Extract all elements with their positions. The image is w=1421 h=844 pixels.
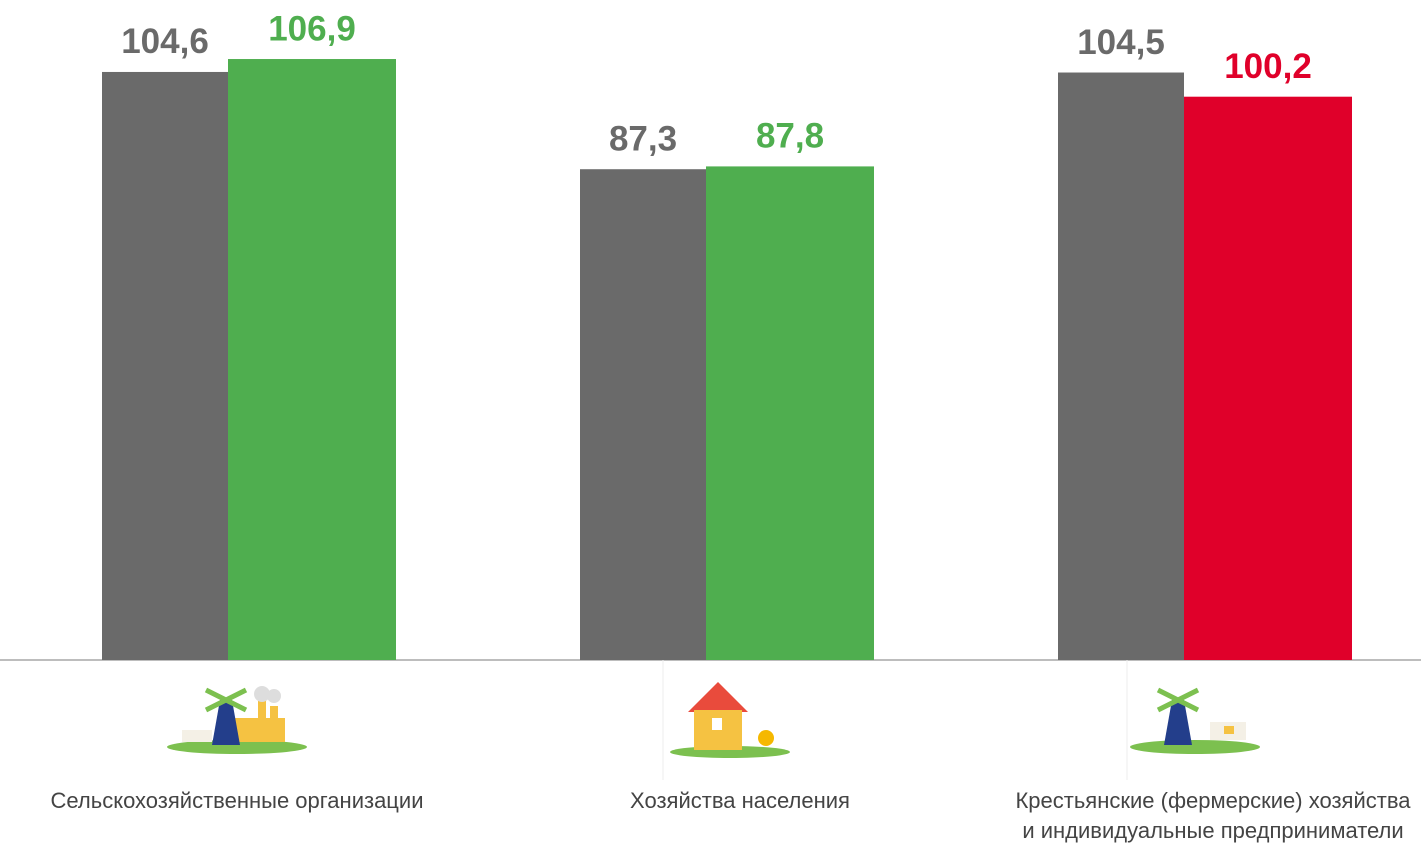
x-tick-label-line: Крестьянские (фермерские) хозяйства	[1015, 788, 1411, 813]
value-label: 87,8	[756, 117, 824, 156]
icon-farmer	[1130, 687, 1260, 754]
x-tick-label-line: и индивидуальные предприниматели	[1022, 818, 1403, 843]
x-tick-label: Крестьянские (фермерские) хозяйства и инд…	[1015, 788, 1411, 843]
bar	[102, 71, 228, 661]
x-tick-label: Хозяйства населения	[630, 788, 850, 813]
bar	[228, 59, 396, 661]
value-label: 100,2	[1224, 47, 1312, 86]
bar	[1184, 96, 1352, 660]
bar	[1058, 72, 1184, 660]
value-label: 104,6	[121, 22, 209, 61]
bar	[580, 169, 706, 660]
value-label: 87,3	[609, 119, 677, 158]
value-label: 106,9	[268, 9, 356, 48]
icon-farm-organization	[167, 686, 307, 754]
x-tick-label: Сельскохозяйственные организации	[51, 788, 424, 813]
bar	[706, 166, 874, 660]
value-label: 104,5	[1077, 23, 1165, 62]
icon-household	[670, 682, 790, 758]
